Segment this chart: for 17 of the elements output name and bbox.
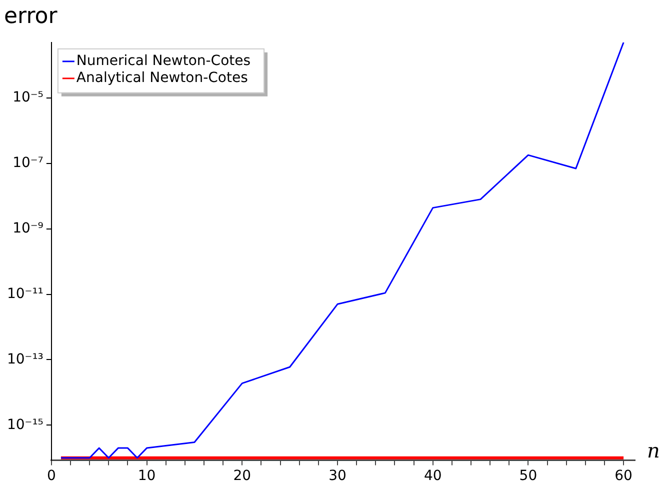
y-tick-label: 10⁻¹³ xyxy=(6,351,44,368)
y-tick-label: 10⁻⁵ xyxy=(12,90,44,106)
x-tick-label: 50 xyxy=(519,468,538,484)
x-tick-label: 20 xyxy=(233,468,252,484)
y-tick-label: 10⁻⁷ xyxy=(12,155,44,172)
x-tick-label: 40 xyxy=(424,468,442,484)
legend-label: Numerical Newton-Cotes xyxy=(76,53,251,70)
x-tick-label: 60 xyxy=(614,468,632,484)
chart-title: error xyxy=(4,4,58,29)
x-axis-title: n xyxy=(647,438,660,462)
y-tick-label: 10⁻¹¹ xyxy=(6,286,44,302)
x-tick-label: 10 xyxy=(138,468,156,484)
y-tick-label: 10⁻¹⁵ xyxy=(6,416,44,433)
legend-label: Analytical Newton-Cotes xyxy=(76,70,248,86)
y-tick-label: 10⁻⁹ xyxy=(12,220,44,236)
x-tick-label: 0 xyxy=(46,468,56,484)
x-tick-label: 30 xyxy=(328,468,346,484)
